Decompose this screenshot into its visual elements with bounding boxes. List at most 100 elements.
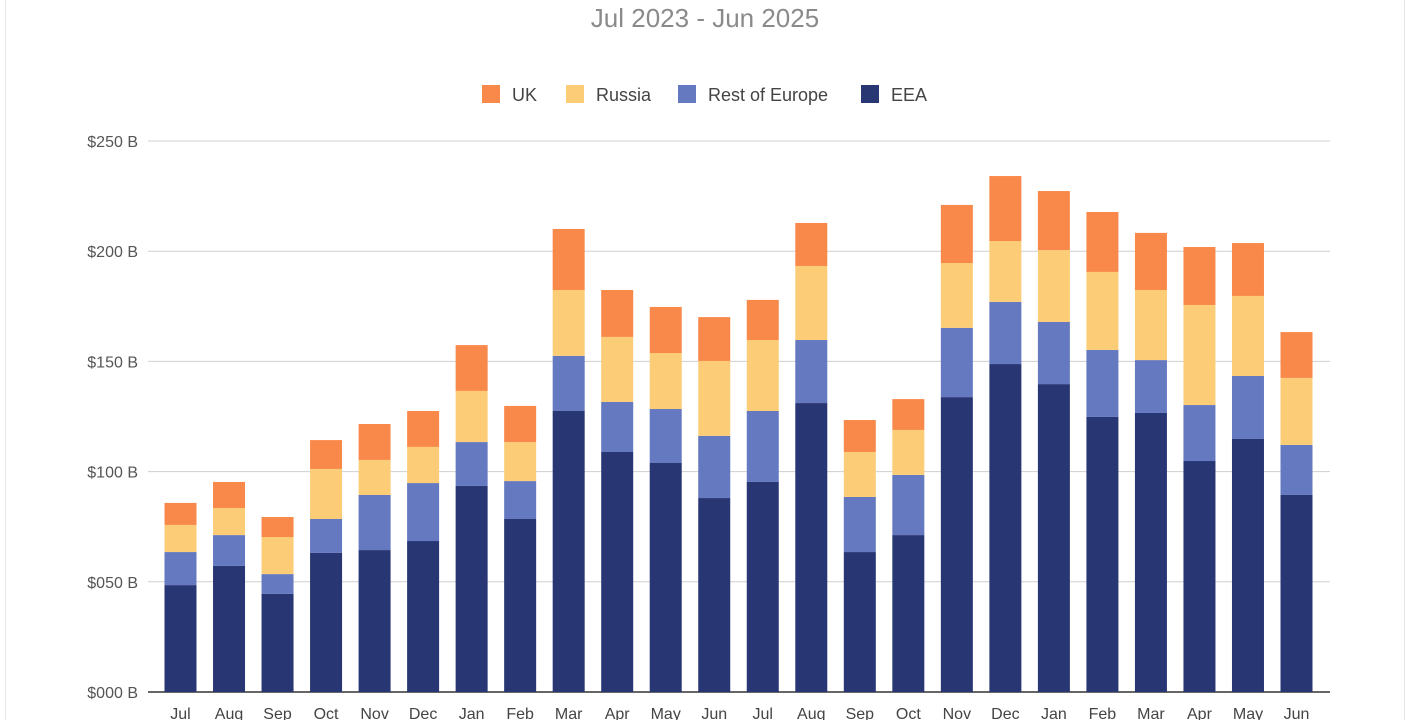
bar-russia xyxy=(407,446,440,484)
bar-eea xyxy=(358,550,391,692)
bar-rest-of-europe xyxy=(1134,360,1167,413)
bar-russia xyxy=(698,360,731,436)
legend-swatch-russia xyxy=(566,85,584,103)
bar-russia xyxy=(455,390,488,443)
bar-uk xyxy=(892,399,925,430)
legend-label: EEA xyxy=(891,85,927,105)
bar-russia xyxy=(601,336,634,402)
bar-uk xyxy=(504,405,537,443)
bar-rest-of-europe xyxy=(1280,444,1313,495)
x-tick-label: Mar xyxy=(1137,706,1165,720)
y-tick-label: $150 B xyxy=(87,354,138,371)
bar-rest-of-europe xyxy=(698,435,731,499)
y-tick-label: $250 B xyxy=(87,134,138,151)
bar-russia xyxy=(795,265,828,341)
bars xyxy=(164,176,1313,692)
x-tick-label: Sep xyxy=(263,706,292,720)
x-tick-label: Apr xyxy=(605,706,631,720)
legend: UK Russia Rest of Europe EEA xyxy=(482,85,927,105)
x-tick-label: Aug xyxy=(215,706,243,720)
bar-uk xyxy=(455,345,488,391)
bar-russia xyxy=(358,459,391,495)
legend-swatch-uk xyxy=(482,85,500,103)
bar-uk xyxy=(649,306,682,354)
bar-rest-of-europe xyxy=(746,410,779,482)
bar-uk xyxy=(1037,191,1070,251)
bar-eea xyxy=(504,518,537,692)
x-tick-label: Sep xyxy=(846,706,875,720)
chart-title: Jul 2023 - Jun 2025 xyxy=(591,3,819,33)
legend-label: UK xyxy=(512,85,537,105)
chart-frame xyxy=(5,0,1405,720)
bar-russia xyxy=(989,241,1022,302)
bar-eea xyxy=(795,403,828,692)
bar-eea xyxy=(1280,494,1313,692)
x-tick-label: Jul xyxy=(170,706,190,720)
bar-rest-of-europe xyxy=(795,340,828,404)
bar-rest-of-europe xyxy=(1037,321,1070,385)
x-tick-label: Oct xyxy=(896,706,921,720)
bar-eea xyxy=(1037,384,1070,692)
legend-label: Rest of Europe xyxy=(708,85,828,105)
bar-rest-of-europe xyxy=(843,496,876,553)
bar-rest-of-europe xyxy=(601,401,634,452)
bar-rest-of-europe xyxy=(310,518,343,553)
bar-rest-of-europe xyxy=(455,442,488,486)
bar-rest-of-europe xyxy=(649,409,682,464)
y-tick-label: $100 B xyxy=(87,465,138,482)
bar-uk xyxy=(1134,232,1167,290)
bar-russia xyxy=(940,263,973,328)
x-tick-label: Jun xyxy=(701,706,727,720)
x-tick-label: Jan xyxy=(459,706,485,720)
bar-eea xyxy=(455,485,488,692)
bar-uk xyxy=(358,423,391,460)
y-tick-label: $050 B xyxy=(87,575,138,592)
bar-uk xyxy=(989,176,1022,242)
bar-rest-of-europe xyxy=(213,535,246,566)
bar-uk xyxy=(164,502,197,525)
bar-russia xyxy=(552,289,585,356)
bar-russia xyxy=(1134,289,1167,361)
bar-rest-of-europe xyxy=(892,474,925,536)
x-tick-label: Jun xyxy=(1284,706,1310,720)
bar-rest-of-europe xyxy=(407,483,440,542)
x-tick-label: Dec xyxy=(991,706,1019,720)
bar-uk xyxy=(1280,332,1313,378)
bar-russia xyxy=(649,353,682,410)
bar-russia xyxy=(310,468,343,519)
bar-uk xyxy=(698,317,731,361)
bar-uk xyxy=(940,204,973,264)
bar-rest-of-europe xyxy=(261,574,294,594)
bar-russia xyxy=(843,451,876,497)
bar-eea xyxy=(892,535,925,692)
bar-eea xyxy=(407,541,440,692)
bar-rest-of-europe xyxy=(1183,405,1216,462)
bar-rest-of-europe xyxy=(940,327,973,398)
bar-russia xyxy=(261,537,294,575)
x-tick-label: Mar xyxy=(555,706,583,720)
x-tick-label: Jul xyxy=(753,706,773,720)
bar-eea xyxy=(746,481,779,692)
x-tick-label: Feb xyxy=(1089,706,1117,720)
legend-label: Russia xyxy=(596,85,652,105)
bar-eea xyxy=(310,552,343,692)
x-axis-labels: Jul Aug Sep Oct Nov Dec Jan Feb Mar Apr May Jun Jul A… xyxy=(170,706,1309,720)
bar-eea xyxy=(1086,416,1119,692)
x-tick-label: Apr xyxy=(1187,706,1213,720)
bar-russia xyxy=(1183,304,1216,406)
bar-rest-of-europe xyxy=(989,301,1022,365)
bar-russia xyxy=(164,524,197,553)
bar-rest-of-europe xyxy=(1086,349,1119,417)
bar-eea xyxy=(601,451,634,692)
bar-uk xyxy=(261,517,294,538)
bar-eea xyxy=(989,364,1022,692)
x-tick-label: Aug xyxy=(797,706,825,720)
bar-uk xyxy=(310,440,343,469)
y-tick-label: $200 B xyxy=(87,244,138,261)
y-tick-label: $000 B xyxy=(87,685,138,702)
bar-eea xyxy=(940,397,973,692)
x-tick-label: Nov xyxy=(943,706,971,720)
gridlines: $000 B $050 B $100 B $150 B $200 B $250 B xyxy=(87,134,1330,702)
bar-eea xyxy=(1134,412,1167,692)
